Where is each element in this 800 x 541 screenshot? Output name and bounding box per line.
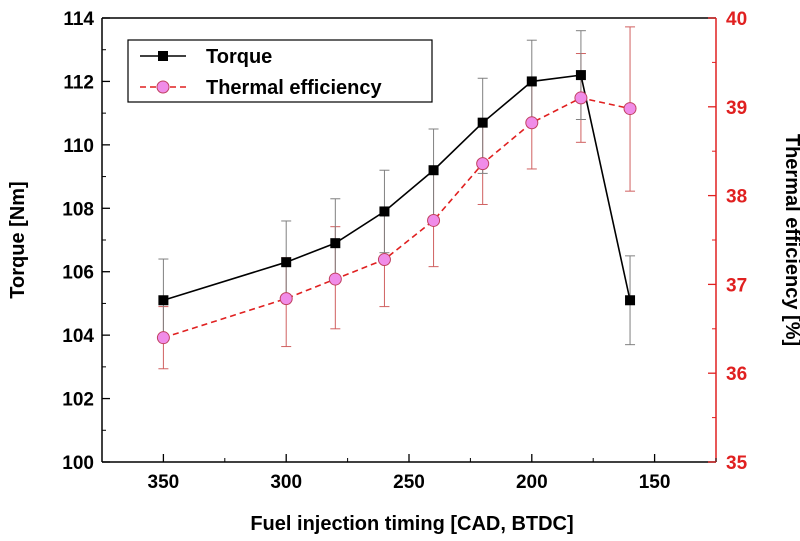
left-y-tick-label: 108	[62, 199, 94, 220]
x-tick-label: 200	[516, 472, 548, 493]
right-y-tick-label: 36	[726, 364, 747, 385]
left-y-tick-label: 114	[63, 9, 94, 30]
legend: Torque Thermal efficiency	[127, 39, 433, 103]
x-axis-title: Fuel injection timing [CAD, BTDC]	[250, 513, 573, 535]
legend-efficiency-marker	[156, 80, 170, 94]
efficiency-point	[574, 91, 588, 105]
legend-label-thermal-efficiency: Thermal efficiency	[206, 77, 383, 99]
legend-torque-marker	[158, 51, 168, 61]
x-tick-label: 300	[270, 472, 302, 493]
right-y-tick-label: 39	[726, 98, 747, 119]
series-line-torque	[163, 74, 631, 302]
x-tick-label: 150	[639, 472, 671, 493]
efficiency-point	[328, 272, 342, 286]
x-tick-label: 350	[148, 472, 180, 493]
x-tick-label: 250	[393, 472, 425, 493]
axes: 350 300 250 200 150 100 102 104 106 108 110 112 114 3…	[62, 9, 747, 493]
efficiency-point	[279, 292, 293, 306]
torque-point	[575, 70, 586, 81]
torque-point	[526, 76, 537, 87]
torque-point	[281, 257, 292, 268]
right-y-tick-label: 35	[726, 453, 748, 474]
left-y-axis-title: Torque [Nm]	[7, 181, 29, 298]
torque-point	[625, 295, 636, 306]
left-y-tick-label: 112	[63, 72, 94, 93]
series-line-thermal-efficiency	[163, 97, 631, 339]
torque-point	[158, 295, 169, 306]
right-y-tick-label: 38	[726, 187, 747, 208]
left-y-tick-label: 100	[62, 453, 94, 474]
left-y-tick-label: 106	[62, 263, 94, 284]
efficiency-point	[623, 102, 637, 116]
right-y-tick-label: 37	[726, 275, 747, 296]
legend-label-torque: Torque	[206, 46, 272, 68]
left-y-tick-label: 110	[63, 136, 94, 157]
efficiency-point	[525, 116, 539, 130]
left-y-tick-label: 102	[62, 390, 94, 411]
efficiency-point	[427, 213, 441, 227]
torque-point	[477, 117, 488, 128]
efficiency-point	[377, 253, 391, 267]
left-y-tick-label: 104	[62, 326, 94, 347]
efficiency-point	[476, 157, 490, 171]
torque-point	[379, 206, 390, 217]
legend-box	[127, 39, 433, 103]
plot-area	[156, 26, 637, 370]
right-y-axis-title: Thermal efficiency [%]	[781, 134, 800, 346]
right-y-tick-label: 40	[726, 9, 747, 30]
torque-point	[428, 165, 439, 176]
efficiency-point	[156, 331, 170, 345]
torque-point	[330, 238, 341, 249]
